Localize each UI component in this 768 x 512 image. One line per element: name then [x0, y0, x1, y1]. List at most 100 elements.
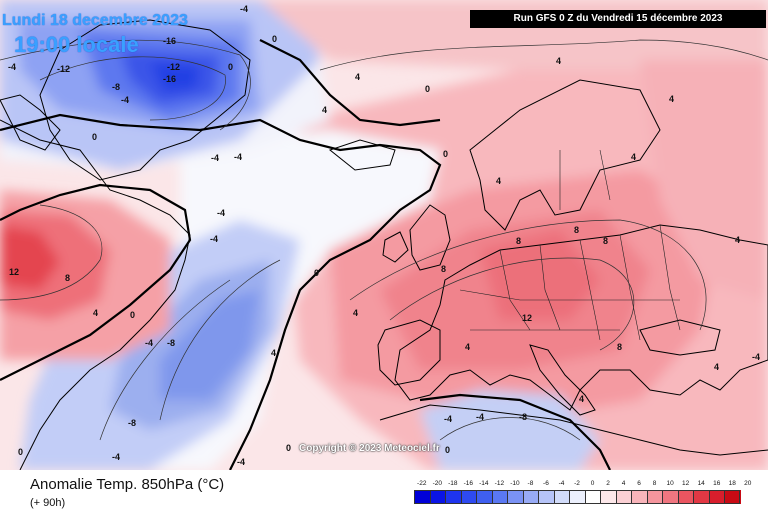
contour-label: 0	[443, 149, 448, 159]
legend-swatch	[538, 490, 555, 504]
temperature-anomaly-map: -16 -12 -16 -12 -8 -4 -4 -4 0 0 0 -4 4 4…	[0, 0, 768, 470]
legend-swatch	[445, 490, 462, 504]
contour-label: 0	[314, 268, 319, 278]
contour-label: 8	[516, 236, 521, 246]
contour-label: -4	[752, 352, 760, 362]
contour-label: 4	[322, 105, 327, 115]
legend-swatch	[507, 490, 524, 504]
contour-label: -4	[145, 338, 153, 348]
legend-swatch	[724, 490, 741, 504]
contour-label: 0	[92, 132, 97, 142]
contour-label: 12	[9, 267, 19, 277]
legend-swatch	[584, 490, 602, 504]
contour-label: 4	[496, 176, 501, 186]
map-title: Anomalie Temp. 850hPa (°C)	[30, 476, 225, 493]
anomaly-field	[0, 0, 768, 470]
coastlines	[0, 19, 768, 470]
legend-swatch	[677, 490, 695, 504]
contour-label: -8	[112, 82, 120, 92]
contour-label: -12	[167, 62, 180, 72]
legend-frame	[414, 490, 740, 504]
contour-label: -16	[163, 36, 176, 46]
contour-label: -4	[211, 153, 219, 163]
legend-tick-label: 18	[728, 480, 736, 487]
legend-swatch	[522, 490, 540, 504]
legend-tick-label: 14	[697, 480, 705, 487]
legend-swatch	[615, 490, 633, 504]
legend-tick-label: -10	[510, 480, 520, 487]
legend-tick-label: -6	[543, 480, 549, 487]
country-borders	[459, 149, 681, 341]
isotherms	[0, 39, 768, 441]
contour-label: 0	[18, 447, 23, 457]
legend-tick-label: -2	[574, 480, 580, 487]
legend-swatch	[569, 490, 586, 504]
legend-tick-label: 6	[637, 480, 641, 487]
contour-label: -4	[210, 234, 218, 244]
legend-swatch	[476, 490, 493, 504]
legend-tick-label: 0	[590, 480, 595, 487]
contour-label: 8	[574, 225, 579, 235]
forecast-time: 19:00 locale	[14, 32, 139, 57]
legend-tick-label: 20	[744, 480, 752, 487]
model-run-banner: Run GFS 0 Z du Vendredi 15 décembre 2023	[470, 10, 766, 28]
contour-label: 8	[65, 273, 70, 283]
legend-swatch	[460, 490, 478, 504]
contour-label: 4	[465, 342, 470, 352]
legend-swatch	[708, 490, 726, 504]
contour-label: -4	[217, 208, 225, 218]
forecast-date: Lundi 18 decembre 2023	[2, 12, 188, 29]
legend-tick-label: 16	[713, 480, 721, 487]
contour-label: 8	[617, 342, 622, 352]
contour-label: 4	[735, 235, 740, 245]
legend-swatch	[600, 490, 617, 504]
contour-label: 0	[445, 445, 450, 455]
contour-label: 0	[228, 62, 233, 72]
legend-swatch	[553, 490, 571, 504]
color-scale-legend: -22 -20 -18 -16 -14 -12 -10 -8 -6 -4 -2 0 2 4 6 8 10 12 14…	[414, 480, 751, 510]
contour-label: -4	[237, 457, 245, 467]
legend-swatch	[631, 490, 648, 504]
contour-label: -12	[57, 64, 70, 74]
legend-tick-label: 2	[606, 480, 610, 487]
contour-label: -4	[112, 452, 120, 462]
legend-tick-label: 8	[652, 480, 657, 487]
contour-label: 4	[714, 362, 719, 372]
contour-labels: -16 -12 -16 -12 -8 -4 -4 -4 0 0 0 -4 4 4…	[8, 4, 760, 467]
contour-label: 8	[441, 264, 446, 274]
legend-tick-label: 10	[666, 480, 674, 487]
contour-label: -4	[8, 62, 16, 72]
legend-tick-label: -4	[558, 480, 565, 487]
legend-tick-label: -20	[432, 480, 442, 487]
legend-tick-label: -18	[448, 480, 458, 487]
zero-contour	[0, 39, 611, 470]
legend-tick-label: 4	[621, 480, 626, 487]
contour-label: 4	[355, 72, 360, 82]
contour-label: -4	[240, 4, 248, 14]
contour-label: 0	[130, 310, 135, 320]
contour-label: 0	[272, 34, 277, 44]
legend-tick-label: 12	[682, 480, 690, 487]
contour-label: -8	[167, 338, 175, 348]
contour-label: 12	[522, 313, 532, 323]
contour-label: 4	[93, 308, 98, 318]
contour-label: 0	[425, 84, 430, 94]
contour-label: -8	[519, 412, 527, 422]
contour-label: -8	[128, 418, 136, 428]
legend-swatch	[429, 490, 447, 504]
legend-tick-label: -12	[494, 480, 505, 487]
contour-label: 4	[631, 152, 636, 162]
map-footer: Anomalie Temp. 850hPa (°C) (+ 90h) -22 -2…	[0, 470, 768, 512]
legend-swatch	[662, 490, 679, 504]
legend-swatch	[646, 490, 664, 504]
legend-tick-label: -16	[463, 480, 474, 487]
contour-label: -16	[163, 74, 176, 84]
contour-label: 4	[353, 308, 358, 318]
copyright-notice: Copyright © 2023 Meteociel.fr	[299, 443, 440, 454]
contour-label: -4	[444, 414, 452, 424]
contour-label: 8	[603, 236, 608, 246]
contour-label: 4	[556, 56, 561, 66]
contour-label: -4	[234, 152, 242, 162]
contour-label: 0	[286, 443, 291, 453]
